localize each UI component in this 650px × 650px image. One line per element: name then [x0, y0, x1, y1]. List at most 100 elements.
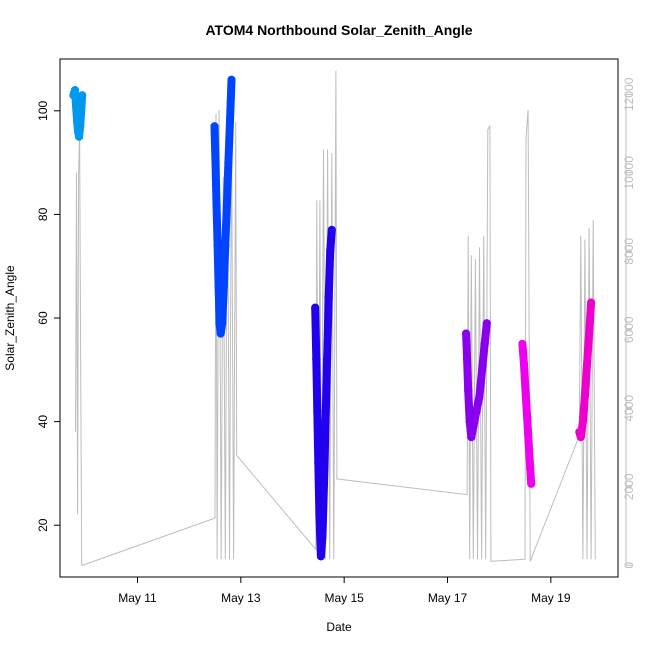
data-point	[77, 106, 86, 115]
data-point	[216, 329, 225, 338]
data-point	[316, 552, 325, 561]
y2-tick-label: 8000	[622, 238, 636, 265]
series-3	[311, 225, 336, 561]
series-segment	[521, 386, 532, 421]
series-segment	[213, 241, 223, 291]
series-segment	[321, 355, 332, 426]
data-point	[585, 329, 594, 338]
data-point	[222, 200, 231, 208]
x-tick-label: May 13	[221, 591, 261, 605]
data-point	[520, 360, 528, 369]
data-point	[324, 293, 333, 302]
data-point	[218, 319, 227, 328]
data-point	[518, 339, 527, 348]
data-point	[478, 360, 487, 369]
y2-tick-label: 0	[622, 562, 636, 569]
x-tick-label: May 17	[428, 591, 468, 605]
data-point	[312, 355, 321, 364]
series-segment	[462, 329, 472, 364]
data-point	[326, 246, 335, 255]
data-point	[221, 241, 230, 250]
data-point	[323, 355, 332, 364]
series-segment	[224, 117, 234, 167]
data-point	[210, 122, 219, 131]
series-segment	[323, 293, 333, 364]
data-point	[480, 339, 489, 348]
data-point	[469, 422, 478, 431]
x-axis: May 11 May 13 May 15 May 17 May 19	[118, 577, 571, 605]
plot-frame	[59, 58, 619, 578]
data-point	[464, 386, 473, 395]
data-point	[527, 479, 536, 488]
secondary-series-layer	[75, 70, 596, 566]
data-point	[227, 75, 236, 84]
series-segment	[463, 355, 473, 395]
y2-tick-label: 6000	[622, 316, 636, 343]
series-segment	[583, 329, 594, 369]
data-point	[78, 91, 87, 100]
y2-tick-label: 10000	[622, 156, 636, 190]
data-point	[75, 132, 84, 141]
series-segment	[226, 75, 236, 126]
data-point	[475, 391, 484, 400]
series-segment	[219, 241, 230, 291]
x-tick-label: May 15	[324, 591, 364, 605]
series-5	[518, 339, 536, 488]
y-axis: 20 40 60 80 100	[36, 100, 60, 532]
y2-tick-label: 2000	[622, 473, 636, 500]
data-point	[76, 122, 85, 131]
data-point	[580, 391, 589, 400]
y-tick-label: 100	[36, 100, 50, 120]
data-point	[524, 438, 533, 447]
series-segment	[318, 479, 328, 540]
data-point	[467, 433, 476, 442]
series-segment	[210, 122, 220, 167]
series-segment	[464, 386, 474, 426]
data-point	[321, 417, 330, 426]
data-point	[72, 101, 80, 110]
y-tick-label: 40	[36, 415, 50, 429]
data-point	[523, 412, 532, 421]
y2-tick-label: 4000	[622, 395, 636, 422]
y-tick-label: 60	[36, 311, 50, 325]
series-segment	[324, 246, 335, 302]
data-point	[311, 303, 320, 312]
series-segment	[475, 360, 487, 400]
data-point	[219, 282, 228, 291]
y2-tick-label: 12000	[622, 77, 636, 111]
x-tick-label: May 11	[118, 591, 157, 605]
data-point	[462, 329, 471, 338]
x-tick-label: May 19	[531, 591, 571, 605]
data-point	[315, 510, 324, 519]
data-point	[583, 360, 591, 369]
series-segment	[585, 298, 596, 338]
data-point	[320, 479, 328, 488]
series-segment	[313, 407, 323, 467]
series-segment	[320, 417, 330, 488]
data-point	[212, 200, 221, 208]
series-segment	[523, 412, 533, 447]
data-point	[71, 86, 79, 95]
series-segment	[314, 459, 324, 519]
data-point	[578, 417, 587, 426]
series-segment	[218, 282, 228, 328]
data-point	[482, 319, 491, 328]
y-tick-label: 20	[36, 518, 50, 532]
data-point	[213, 241, 222, 250]
series-segment	[524, 438, 535, 473]
data-point	[314, 459, 323, 467]
data-point	[313, 407, 322, 416]
y-axis-label: Solar_Zenith_Angle	[3, 265, 17, 371]
data-point	[226, 117, 234, 126]
series-segment	[221, 200, 231, 250]
series-6	[575, 298, 596, 442]
series-segment	[520, 360, 530, 395]
series-4	[462, 319, 491, 442]
data-point	[327, 225, 336, 234]
data-point	[318, 531, 327, 540]
series-1	[69, 86, 87, 141]
secondary-series-line	[75, 70, 596, 566]
series-2	[210, 75, 236, 338]
chart-title: ATOM4 Northbound Solar_Zenith_Angle	[205, 22, 472, 38]
